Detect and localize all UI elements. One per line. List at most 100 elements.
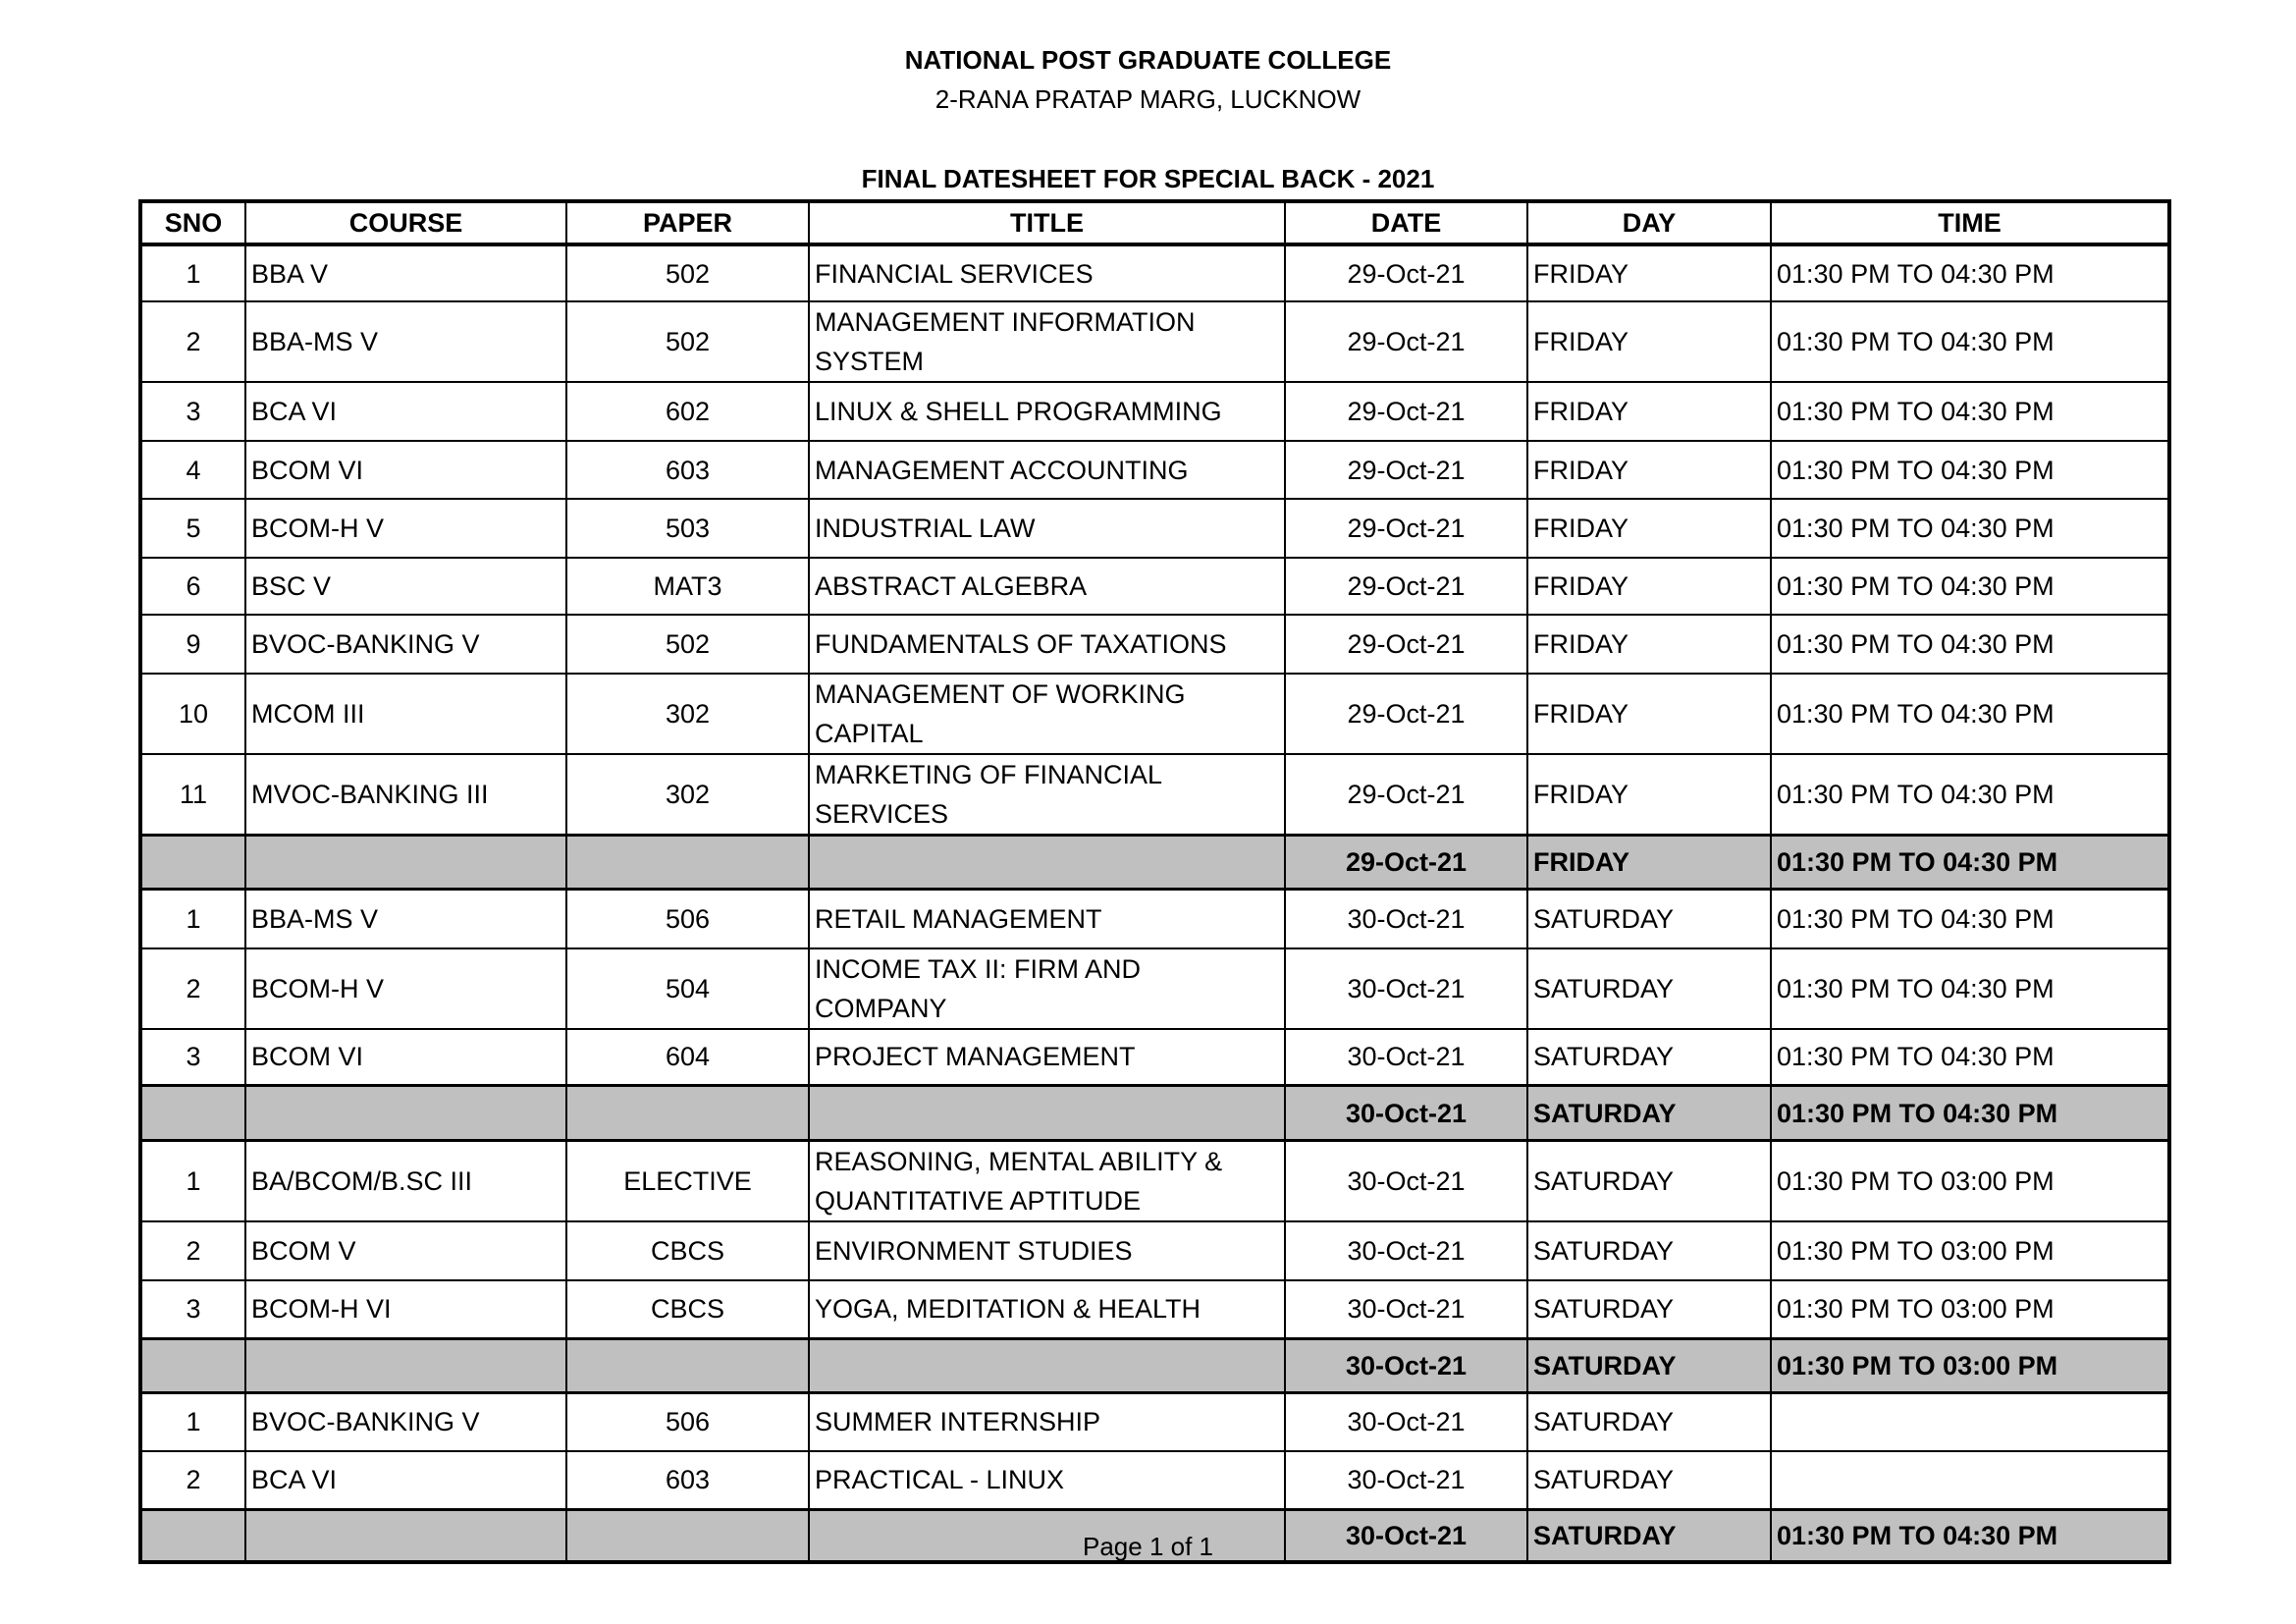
cell-time: 01:30 PM TO 04:30 PM xyxy=(1770,614,2170,675)
cell-day: SATURDAY xyxy=(1526,1027,1772,1087)
cell-title: PROJECT MANAGEMENT xyxy=(808,1027,1286,1087)
table-row: 2 BCOM-H V 504 INCOME TAX II: FIRM AND COMP… xyxy=(139,947,2170,1030)
cell-title xyxy=(808,834,1286,891)
cell-date: 30-Oct-21 xyxy=(1284,1507,1528,1564)
cell-day: SATURDAY xyxy=(1526,1507,1772,1564)
cell-time: 01:30 PM TO 04:30 PM xyxy=(1770,498,2170,559)
cell-title: PRACTICAL - LINUX xyxy=(808,1450,1286,1510)
cell-time: 01:30 PM TO 04:30 PM xyxy=(1770,753,2170,837)
table-row: 10 MCOM III 302 MANAGEMENT OF WORKING CAPIT… xyxy=(139,673,2170,755)
table-row: 6 BSC V MAT3 ABSTRACT ALGEBRA 29-Oct-21 FRIDA… xyxy=(139,557,2170,616)
cell-sno: 2 xyxy=(139,947,246,1030)
cell-date: 29-Oct-21 xyxy=(1284,498,1528,559)
cell-time: 01:30 PM TO 03:00 PM xyxy=(1770,1139,2170,1222)
table-row: 1 BBA-MS V 506 RETAIL MANAGEMENT 30-Oct-21 SA… xyxy=(139,888,2170,949)
col-sno: SNO xyxy=(139,200,246,246)
cell-date: 30-Oct-21 xyxy=(1284,1139,1528,1222)
cell-paper: 504 xyxy=(565,947,810,1030)
col-date: DATE xyxy=(1284,200,1528,246)
cell-course: BCOM-H V xyxy=(244,947,567,1030)
col-paper: PAPER xyxy=(565,200,810,246)
cell-date: 30-Oct-21 xyxy=(1284,947,1528,1030)
cell-day: FRIDAY xyxy=(1526,440,1772,500)
cell-time: 01:30 PM TO 04:30 PM xyxy=(1770,557,2170,616)
cell-title xyxy=(808,1507,1286,1564)
cell-time: 01:30 PM TO 04:30 PM xyxy=(1770,244,2170,302)
cell-sno: 2 xyxy=(139,1220,246,1281)
cell-course: BSC V xyxy=(244,557,567,616)
cell-day: FRIDAY xyxy=(1526,381,1772,442)
cell-course: MVOC-BANKING III xyxy=(244,753,567,837)
col-title: TITLE xyxy=(808,200,1286,246)
cell-sno: 5 xyxy=(139,498,246,559)
cell-day: SATURDAY xyxy=(1526,1084,1772,1142)
cell-time: 01:30 PM TO 04:30 PM xyxy=(1770,1507,2170,1564)
cell-title: RETAIL MANAGEMENT xyxy=(808,888,1286,949)
cell-paper: 602 xyxy=(565,381,810,442)
cell-title: SUMMER INTERNSHIP xyxy=(808,1391,1286,1452)
cell-time: 01:30 PM TO 04:30 PM xyxy=(1770,1027,2170,1087)
cell-time: 01:30 PM TO 04:30 PM xyxy=(1770,888,2170,949)
cell-title: REASONING, MENTAL ABILITY & QUANTITATIVE… xyxy=(808,1139,1286,1222)
table-row: 11 MVOC-BANKING III 302 MARKETING OF FINANC… xyxy=(139,753,2170,837)
cell-course: BBA-MS V xyxy=(244,888,567,949)
col-time: TIME xyxy=(1770,200,2170,246)
cell-sno: 10 xyxy=(139,673,246,755)
cell-date: 29-Oct-21 xyxy=(1284,300,1528,383)
cell-sno: 3 xyxy=(139,1279,246,1339)
cell-date: 29-Oct-21 xyxy=(1284,834,1528,891)
summary-row: 29-Oct-21 FRIDAY 01:30 PM TO 04:30 PM xyxy=(139,834,2170,891)
cell-title: INDUSTRIAL LAW xyxy=(808,498,1286,559)
cell-date: 29-Oct-21 xyxy=(1284,244,1528,302)
cell-sno: 6 xyxy=(139,557,246,616)
cell-course xyxy=(244,1084,567,1142)
cell-date: 29-Oct-21 xyxy=(1284,381,1528,442)
cell-paper: 502 xyxy=(565,614,810,675)
cell-title: MARKETING OF FINANCIAL SERVICES xyxy=(808,753,1286,837)
cell-title: LINUX & SHELL PROGRAMMING xyxy=(808,381,1286,442)
cell-sno: 1 xyxy=(139,244,246,302)
cell-date: 30-Oct-21 xyxy=(1284,1391,1528,1452)
cell-course: BVOC-BANKING V xyxy=(244,1391,567,1452)
cell-title: FUNDAMENTALS OF TAXATIONS xyxy=(808,614,1286,675)
cell-day: FRIDAY xyxy=(1526,834,1772,891)
header-row: SNO COURSE PAPER TITLE DATE DAY TIME xyxy=(139,200,2170,246)
summary-row: 30-Oct-21 SATURDAY 01:30 PM TO 04:30 PM xyxy=(139,1507,2170,1564)
cell-sno: 11 xyxy=(139,753,246,837)
cell-paper xyxy=(565,834,810,891)
datesheet-title: FINAL DATESHEET FOR SPECIAL BACK - 2021 xyxy=(861,164,1435,193)
table-row: 1 BBA V 502 FINANCIAL SERVICES 29-Oct-21 FRID… xyxy=(139,244,2170,302)
cell-course: BBA V xyxy=(244,244,567,302)
table-row: 2 BCA VI 603 PRACTICAL - LINUX 30-Oct-21 SATU… xyxy=(139,1450,2170,1510)
college-name: NATIONAL POST GRADUATE COLLEGE xyxy=(904,45,1392,75)
cell-title: INCOME TAX II: FIRM AND COMPANY xyxy=(808,947,1286,1030)
table-row: 5 BCOM-H V 503 INDUSTRIAL LAW 29-Oct-21 FRIDA… xyxy=(139,498,2170,559)
cell-day: FRIDAY xyxy=(1526,244,1772,302)
cell-day: SATURDAY xyxy=(1526,1450,1772,1510)
college-address: 2-RANA PRATAP MARG, LUCKNOW xyxy=(934,84,1362,114)
cell-paper: 604 xyxy=(565,1027,810,1087)
cell-paper: 503 xyxy=(565,498,810,559)
cell-course: BCOM VI xyxy=(244,1027,567,1087)
cell-day: SATURDAY xyxy=(1526,888,1772,949)
cell-title: MANAGEMENT ACCOUNTING xyxy=(808,440,1286,500)
datesheet-table: SNO COURSE PAPER TITLE DATE DAY TIME 1 BB… xyxy=(138,199,2171,1564)
cell-time: 01:30 PM TO 04:30 PM xyxy=(1770,673,2170,755)
table-row: 1 BVOC-BANKING V 506 SUMMER INTERNSHIP 30-Oc… xyxy=(139,1391,2170,1452)
cell-title: YOGA, MEDITATION & HEALTH xyxy=(808,1279,1286,1339)
cell-paper xyxy=(565,1336,810,1394)
cell-day: SATURDAY xyxy=(1526,1279,1772,1339)
table-row: 1 BA/BCOM/B.SC III ELECTIVE REASONING, MENT… xyxy=(139,1139,2170,1222)
cell-day: FRIDAY xyxy=(1526,614,1772,675)
cell-date: 30-Oct-21 xyxy=(1284,888,1528,949)
cell-paper: 506 xyxy=(565,888,810,949)
cell-time: 01:30 PM TO 03:00 PM xyxy=(1770,1279,2170,1339)
table-row: 4 BCOM VI 603 MANAGEMENT ACCOUNTING 29-Oct-2… xyxy=(139,440,2170,500)
table-row: 2 BBA-MS V 502 MANAGEMENT INFORMATION SYSTE… xyxy=(139,300,2170,383)
cell-time xyxy=(1770,1450,2170,1510)
cell-paper: CBCS xyxy=(565,1220,810,1281)
cell-course: BA/BCOM/B.SC III xyxy=(244,1139,567,1222)
cell-date: 29-Oct-21 xyxy=(1284,753,1528,837)
cell-date: 30-Oct-21 xyxy=(1284,1450,1528,1510)
cell-day: SATURDAY xyxy=(1526,1139,1772,1222)
